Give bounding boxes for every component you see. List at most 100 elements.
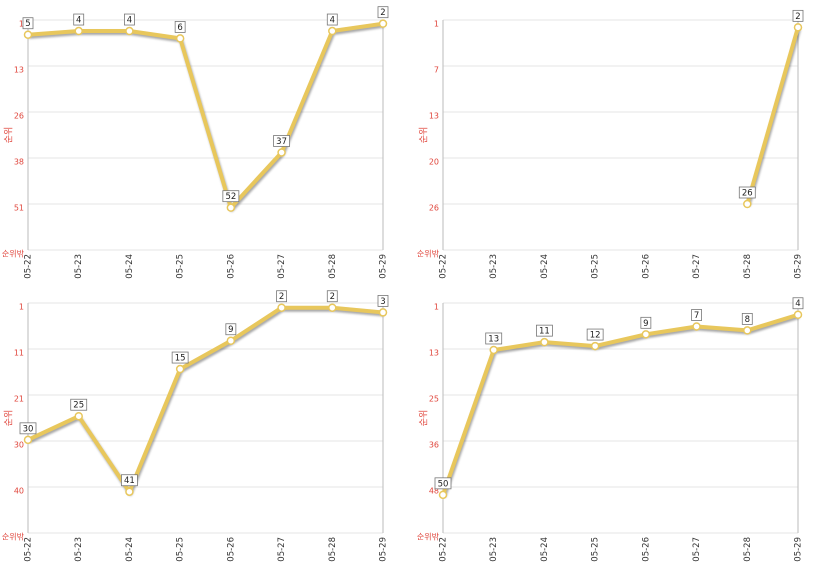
y-tick-label: 순위밖 xyxy=(2,249,25,259)
label-box xyxy=(273,135,290,147)
y-tick-label: 1 xyxy=(434,303,439,312)
point xyxy=(641,330,651,339)
value-label: 26 xyxy=(742,189,753,199)
x-tick-label: 05-23 xyxy=(489,254,499,279)
label-box xyxy=(792,297,804,310)
value-label: 2 xyxy=(380,8,385,18)
label-box xyxy=(19,422,37,435)
x-tick-label: 05-24 xyxy=(125,254,135,279)
line-series xyxy=(27,21,384,210)
label-box xyxy=(640,316,652,329)
x-tick-label: 05-28 xyxy=(328,254,338,279)
y-tick-label: 30 xyxy=(14,441,24,450)
x-tick-label: 05-22 xyxy=(24,254,34,279)
x-tick-label: 05-22 xyxy=(24,537,34,562)
y-tick-label: 36 xyxy=(429,441,439,450)
x-tick-label: 05-25 xyxy=(591,254,601,279)
point xyxy=(540,337,549,347)
label-box xyxy=(124,13,135,26)
label-box xyxy=(536,324,553,337)
point xyxy=(793,23,803,32)
label-box xyxy=(485,332,503,345)
point xyxy=(23,30,33,39)
y-tick-label: 20 xyxy=(429,158,439,167)
label-box xyxy=(22,17,34,30)
x-tick-label: 05-27 xyxy=(692,537,702,562)
y-tick-label: 21 xyxy=(14,395,24,404)
point xyxy=(277,148,286,157)
label-box xyxy=(174,20,186,33)
x-tick-label: 05-26 xyxy=(641,537,651,562)
point xyxy=(125,487,134,496)
value-label: 9 xyxy=(228,325,233,335)
point xyxy=(74,411,83,421)
label-box xyxy=(222,190,240,203)
label-box xyxy=(738,186,756,199)
label-box xyxy=(225,323,237,336)
y-tick-label: 순위밖 xyxy=(417,532,440,542)
point xyxy=(438,490,448,500)
y-axis-title: 순위 xyxy=(4,410,15,427)
value-label: 12 xyxy=(590,331,601,341)
point xyxy=(175,34,185,43)
label-box xyxy=(377,295,389,307)
x-tick-label: 05-23 xyxy=(74,537,84,562)
value-label: 52 xyxy=(225,192,236,202)
value-label: 6 xyxy=(177,23,182,33)
label-box xyxy=(70,398,88,411)
y-tick-label: 25 xyxy=(429,395,439,404)
y-tick-label: 순위밖 xyxy=(417,249,440,259)
x-tick-label: 05-29 xyxy=(379,537,389,562)
point xyxy=(23,435,33,445)
point xyxy=(74,26,83,36)
y-axis-title: 순위 xyxy=(419,127,430,144)
y-tick-label: 13 xyxy=(14,66,24,75)
y-tick-label: 1 xyxy=(19,303,24,312)
point xyxy=(793,310,803,319)
point xyxy=(692,322,701,331)
x-tick-label: 05-29 xyxy=(794,537,804,562)
value-label: 4 xyxy=(795,299,800,309)
value-label: 50 xyxy=(438,479,449,489)
point xyxy=(226,336,236,345)
point xyxy=(125,26,134,36)
x-tick-label: 05-28 xyxy=(743,537,753,562)
value-label: 2 xyxy=(279,292,284,302)
x-tick-label: 05-25 xyxy=(591,537,601,562)
value-label: 3 xyxy=(380,297,385,307)
x-tick-label: 05-29 xyxy=(379,254,389,279)
value-label: 30 xyxy=(23,424,34,434)
x-tick-label: 05-28 xyxy=(328,537,338,562)
x-tick-label: 05-26 xyxy=(226,254,236,279)
point xyxy=(328,26,337,36)
y-tick-label: 1 xyxy=(19,20,24,29)
x-tick-label: 05-24 xyxy=(540,537,550,562)
value-label: 2 xyxy=(330,292,335,302)
y-axis-title: 순위 xyxy=(4,127,15,144)
point xyxy=(277,303,286,312)
label-box xyxy=(171,351,189,364)
x-tick-label: 05-23 xyxy=(74,254,84,279)
point xyxy=(378,19,388,28)
label-box xyxy=(326,13,338,26)
y-tick-label: 13 xyxy=(429,112,439,121)
y-tick-label: 순위밖 xyxy=(2,532,25,542)
y-tick-label: 26 xyxy=(429,204,439,213)
y-tick-label: 26 xyxy=(14,112,24,121)
x-tick-label: 05-25 xyxy=(176,254,186,279)
y-axis-title: 순위 xyxy=(419,410,430,427)
value-label: 11 xyxy=(539,327,550,337)
x-tick-label: 05-22 xyxy=(439,254,449,279)
point xyxy=(175,364,185,374)
y-tick-label: 40 xyxy=(14,487,24,496)
point xyxy=(590,341,600,351)
label-box xyxy=(586,328,604,341)
x-tick-label: 05-26 xyxy=(226,537,236,562)
x-tick-label: 05-25 xyxy=(176,537,186,562)
x-tick-label: 05-27 xyxy=(277,537,287,562)
value-label: 7 xyxy=(694,311,699,321)
x-tick-label: 05-29 xyxy=(794,254,804,279)
